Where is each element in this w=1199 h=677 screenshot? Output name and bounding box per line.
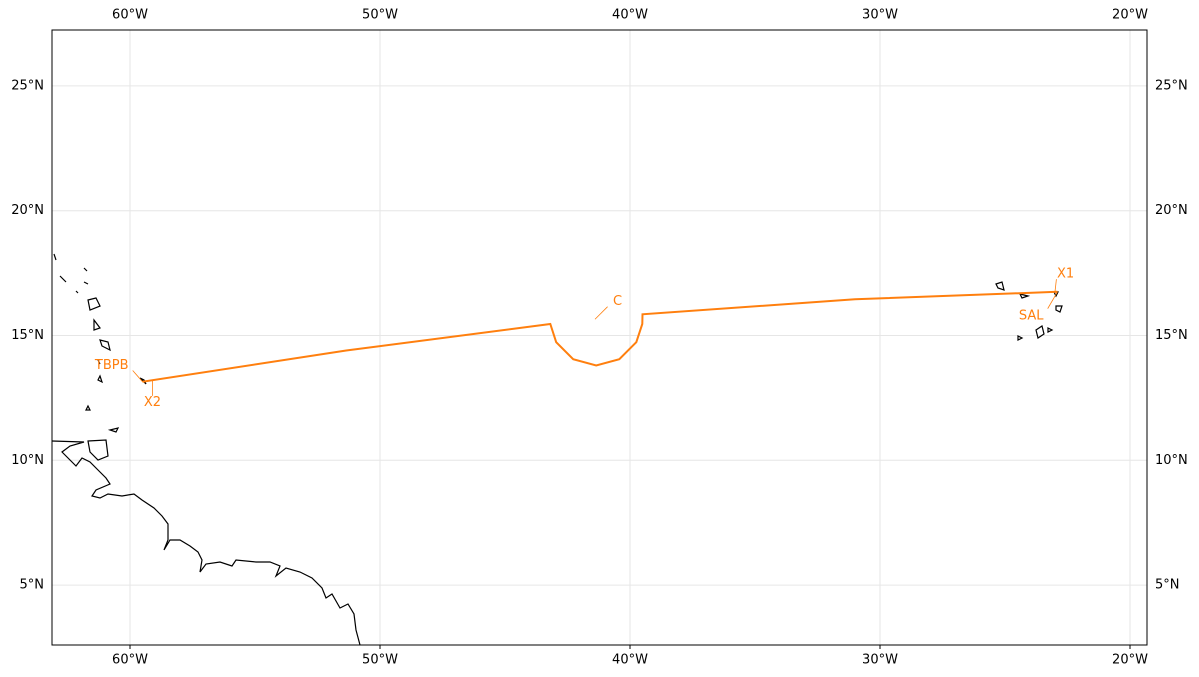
- y-tick-label: 25°N: [1155, 78, 1188, 93]
- cape-verde: [995, 281, 1063, 341]
- flight-track: [142, 290, 1058, 383]
- x-tick-label: 30°W: [862, 653, 898, 668]
- x-tick-label: 40°W: [612, 653, 648, 668]
- label-leader: [132, 370, 143, 382]
- y-tick-label: 10°N: [11, 453, 44, 468]
- y-tick-label: 15°N: [1155, 328, 1188, 343]
- point-label: TBPB: [94, 358, 129, 373]
- y-tick-label: 25°N: [11, 78, 44, 93]
- coastlines: [51, 253, 1063, 646]
- y-tick-label: 15°N: [11, 328, 44, 343]
- x-tick-label: 20°W: [1112, 653, 1148, 668]
- y-tick-label: 5°N: [1155, 578, 1180, 593]
- map-frame: [51, 29, 1148, 646]
- y-tick-label: 20°N: [1155, 203, 1188, 218]
- x-tick-label: 20°W: [1112, 8, 1148, 23]
- trinidad: [87, 439, 109, 461]
- x-tick-label: 60°W: [112, 653, 148, 668]
- point-label: SAL: [1019, 308, 1044, 323]
- y-tick-label: 20°N: [11, 203, 44, 218]
- x-tick-label: 50°W: [362, 653, 398, 668]
- x-tick-label: 30°W: [862, 8, 898, 23]
- x-tick-label: 60°W: [112, 8, 148, 23]
- label-leader: [594, 306, 608, 320]
- point-label: X1: [1057, 266, 1074, 281]
- islands-west: [53, 253, 147, 433]
- point-label: X2: [144, 395, 161, 410]
- label-leader: [1047, 291, 1058, 309]
- grid: [52, 30, 1147, 645]
- label-leader: [1054, 279, 1057, 292]
- x-tick-label: 50°W: [362, 8, 398, 23]
- point-label: C: [613, 294, 622, 309]
- x-tick-label: 40°W: [612, 8, 648, 23]
- y-tick-label: 5°N: [20, 578, 45, 593]
- y-tick-label: 10°N: [1155, 453, 1188, 468]
- south-america-coast: [51, 440, 361, 646]
